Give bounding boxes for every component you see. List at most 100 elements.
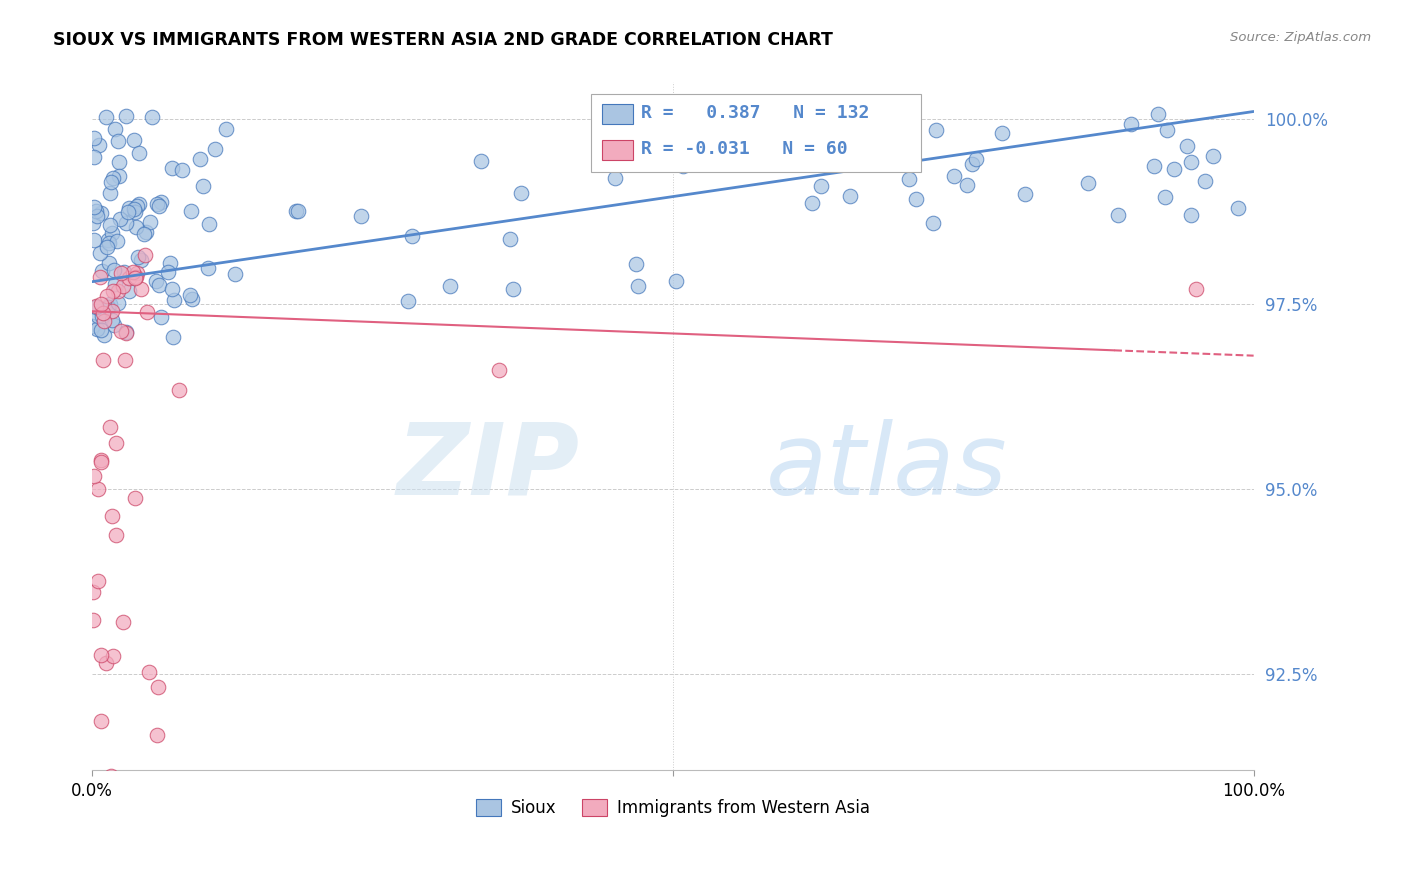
Point xyxy=(128,146,150,161)
Point xyxy=(1184,282,1206,296)
Point xyxy=(82,584,104,599)
Point xyxy=(100,186,122,200)
Point xyxy=(897,128,920,142)
Point xyxy=(90,648,112,662)
Point xyxy=(115,326,138,340)
Point xyxy=(149,194,172,209)
Point xyxy=(131,282,153,296)
Point xyxy=(1180,155,1202,169)
Point xyxy=(136,305,159,319)
Point xyxy=(1014,187,1036,202)
Point xyxy=(148,278,170,293)
Point xyxy=(97,256,120,270)
Point xyxy=(810,179,832,194)
Point xyxy=(87,482,110,496)
Point xyxy=(125,199,148,213)
Point xyxy=(98,297,121,311)
Point xyxy=(101,171,124,186)
Point xyxy=(790,105,813,120)
Point xyxy=(193,179,215,194)
Point xyxy=(107,295,129,310)
Point xyxy=(83,200,105,214)
Point xyxy=(98,235,121,250)
Point xyxy=(91,264,114,278)
Point xyxy=(122,133,145,147)
Point xyxy=(1156,123,1178,137)
Point xyxy=(84,300,107,314)
Point xyxy=(285,203,308,218)
Point xyxy=(104,122,127,136)
Point xyxy=(114,326,136,340)
Text: R = -0.031   N = 60: R = -0.031 N = 60 xyxy=(641,140,848,158)
Point xyxy=(110,266,132,280)
Point xyxy=(190,153,212,167)
Point xyxy=(124,269,146,284)
Point xyxy=(115,216,138,230)
Point xyxy=(139,214,162,228)
Point xyxy=(94,656,117,670)
Point xyxy=(626,257,648,271)
Point xyxy=(111,615,134,630)
Point xyxy=(104,277,127,291)
Point xyxy=(101,508,124,523)
Y-axis label: 2nd Grade: 2nd Grade xyxy=(0,385,7,467)
Point xyxy=(108,154,131,169)
Point xyxy=(94,110,117,124)
Point xyxy=(1121,117,1143,131)
Point xyxy=(90,323,112,337)
Point xyxy=(439,279,461,293)
Point xyxy=(287,203,309,218)
Point xyxy=(107,285,129,299)
Point xyxy=(1194,174,1216,188)
Point xyxy=(502,282,524,296)
Point xyxy=(83,233,105,247)
Point xyxy=(110,211,132,226)
Point xyxy=(159,256,181,270)
Point xyxy=(1108,208,1130,222)
Point xyxy=(197,260,219,275)
Point xyxy=(117,205,139,219)
Point xyxy=(1226,201,1249,215)
Point xyxy=(157,265,180,279)
Point xyxy=(128,196,150,211)
Point xyxy=(145,274,167,288)
Point xyxy=(127,250,149,264)
Point xyxy=(215,121,238,136)
Point xyxy=(84,299,107,313)
Point xyxy=(134,227,156,242)
Point xyxy=(112,279,135,293)
Point xyxy=(98,218,121,232)
Point xyxy=(627,278,650,293)
Point xyxy=(117,201,139,215)
Point xyxy=(498,232,520,246)
Point xyxy=(101,226,124,240)
Point xyxy=(90,297,112,311)
Point xyxy=(83,130,105,145)
Point xyxy=(87,574,110,589)
Point xyxy=(90,452,112,467)
Point xyxy=(990,126,1012,140)
Point xyxy=(160,161,183,176)
Point xyxy=(124,202,146,217)
Point xyxy=(135,225,157,239)
Point xyxy=(148,199,170,213)
Point xyxy=(118,271,141,285)
Point xyxy=(83,469,105,483)
Point xyxy=(800,195,823,210)
Point xyxy=(105,234,128,248)
Point xyxy=(100,175,122,189)
Point xyxy=(103,649,125,664)
Point xyxy=(121,265,143,279)
Point xyxy=(124,271,146,285)
Point xyxy=(134,247,156,261)
Point xyxy=(167,383,190,397)
Text: SIOUX VS IMMIGRANTS FROM WESTERN ASIA 2ND GRADE CORRELATION CHART: SIOUX VS IMMIGRANTS FROM WESTERN ASIA 2N… xyxy=(53,31,834,49)
Point xyxy=(877,128,900,143)
Point xyxy=(114,109,136,123)
Point xyxy=(179,288,201,302)
Point xyxy=(349,209,371,223)
Point xyxy=(1175,139,1198,153)
Point xyxy=(93,328,115,343)
Point xyxy=(97,300,120,314)
Point xyxy=(82,613,104,627)
